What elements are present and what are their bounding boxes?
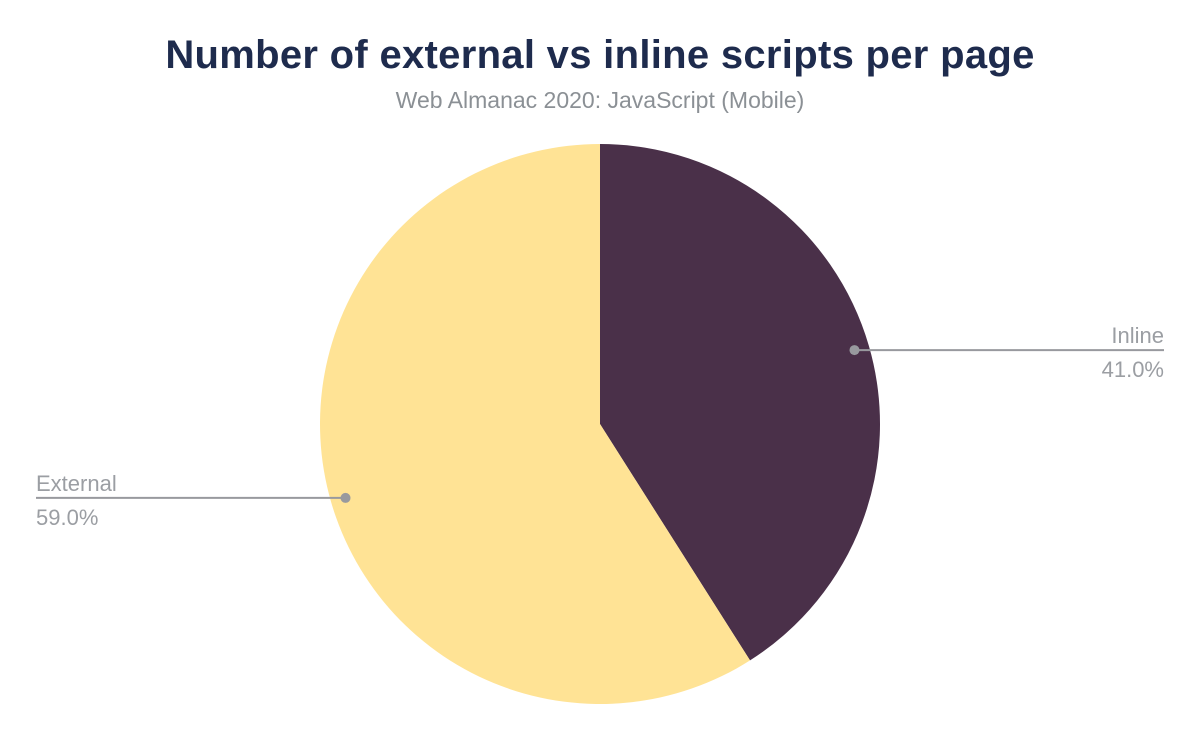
pie-slice-external[interactable] bbox=[319, 144, 751, 704]
chart-subtitle: Web Almanac 2020: JavaScript (Mobile) bbox=[395, 87, 805, 113]
slice-label-external: External bbox=[36, 471, 117, 496]
slice-label-inline: Inline bbox=[1111, 323, 1164, 348]
pie-slice-inline[interactable] bbox=[600, 144, 880, 661]
slice-value-inline: 41.0% bbox=[1102, 357, 1164, 382]
leader-dot-external bbox=[340, 492, 351, 503]
leader-dot-inline bbox=[849, 345, 860, 356]
slice-value-external: 59.0% bbox=[36, 505, 98, 530]
chart-title: Number of external vs inline scripts per… bbox=[165, 33, 1035, 77]
